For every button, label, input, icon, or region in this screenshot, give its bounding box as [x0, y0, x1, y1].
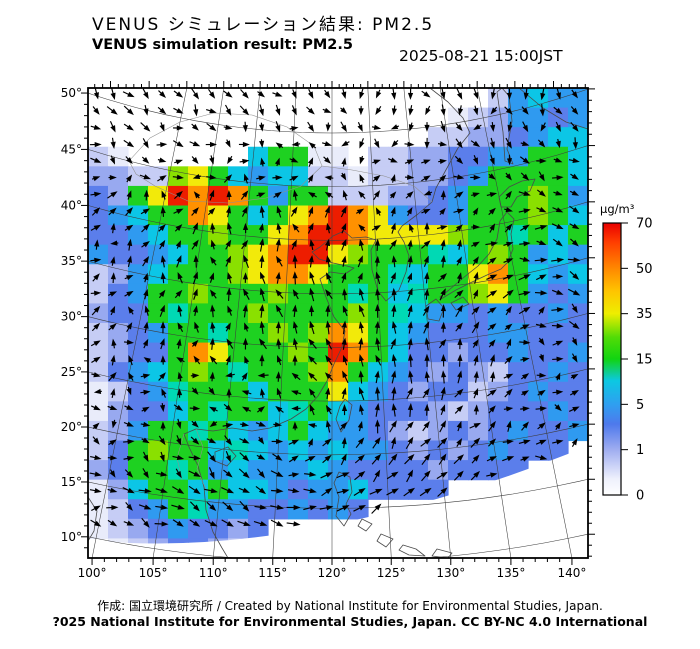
copyright-line: ?025 National Institute for Environmenta…	[52, 614, 648, 629]
svg-text:130°: 130°	[436, 566, 465, 580]
svg-text:1: 1	[636, 443, 644, 458]
svg-text:35°: 35°	[61, 254, 82, 268]
svg-text:0: 0	[636, 489, 644, 504]
svg-text:140°: 140°	[557, 566, 586, 580]
svg-text:5: 5	[636, 398, 644, 413]
page-title-english: VENUS simulation result: PM2.5	[92, 37, 353, 53]
frame-ticks	[81, 81, 595, 565]
svg-text:20°: 20°	[61, 420, 82, 434]
svg-text:115°: 115°	[258, 566, 287, 580]
svg-text:45°: 45°	[61, 142, 82, 156]
svg-text:110°: 110°	[199, 566, 228, 580]
svg-text:100°: 100°	[78, 566, 107, 580]
colorbar-unit-label: µg/m³	[600, 202, 635, 216]
svg-text:50: 50	[636, 262, 653, 277]
timestamp: 2025-08-21 15:00JST	[399, 47, 563, 65]
svg-text:70: 70	[636, 217, 653, 232]
country-borders	[128, 112, 433, 493]
svg-text:125°: 125°	[377, 566, 406, 580]
y-axis-tick-labels: 10° 15° 20° 25° 30° 35° 40° 45° 50°	[61, 86, 82, 544]
svg-text:10°: 10°	[61, 530, 82, 544]
x-axis-tick-labels: 100° 105° 110° 115° 120° 125° 130° 135° 140°	[78, 566, 587, 580]
svg-text:135°: 135°	[496, 566, 525, 580]
page-title-japanese: VENUS シミュレーション結果: PM2.5	[92, 15, 435, 35]
svg-text:30°: 30°	[61, 310, 82, 324]
svg-text:50°: 50°	[61, 86, 82, 100]
wind-arrows-layer	[89, 88, 581, 528]
map-frame	[87, 87, 589, 559]
svg-text:105°: 105°	[139, 566, 168, 580]
svg-text:15°: 15°	[61, 475, 82, 489]
svg-text:35: 35	[636, 307, 653, 322]
svg-text:25°: 25°	[61, 365, 82, 379]
svg-text:40°: 40°	[61, 198, 82, 212]
credit-line: 作成: 国立環境研究所 / Created by National Instit…	[97, 599, 603, 613]
svg-text:15: 15	[636, 353, 653, 368]
svg-text:120°: 120°	[318, 566, 347, 580]
